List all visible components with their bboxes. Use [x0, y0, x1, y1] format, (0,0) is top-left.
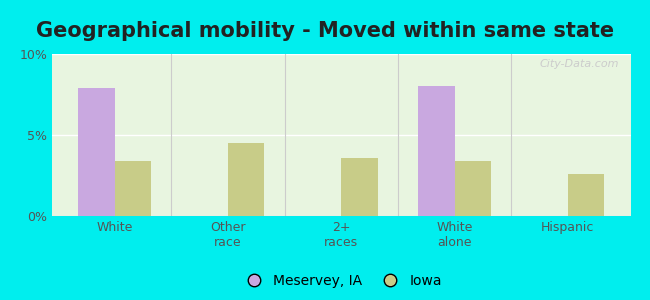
Bar	[228, 143, 264, 216]
Legend: Meservey, IA, Iowa: Meservey, IA, Iowa	[235, 268, 448, 293]
Text: Geographical mobility - Moved within same state: Geographical mobility - Moved within sam…	[36, 21, 614, 41]
Bar	[568, 174, 604, 216]
Bar	[419, 86, 454, 216]
Bar	[78, 88, 114, 216]
Bar	[114, 161, 151, 216]
Bar	[454, 161, 491, 216]
Text: City-Data.com: City-Data.com	[540, 59, 619, 69]
Bar	[341, 158, 378, 216]
